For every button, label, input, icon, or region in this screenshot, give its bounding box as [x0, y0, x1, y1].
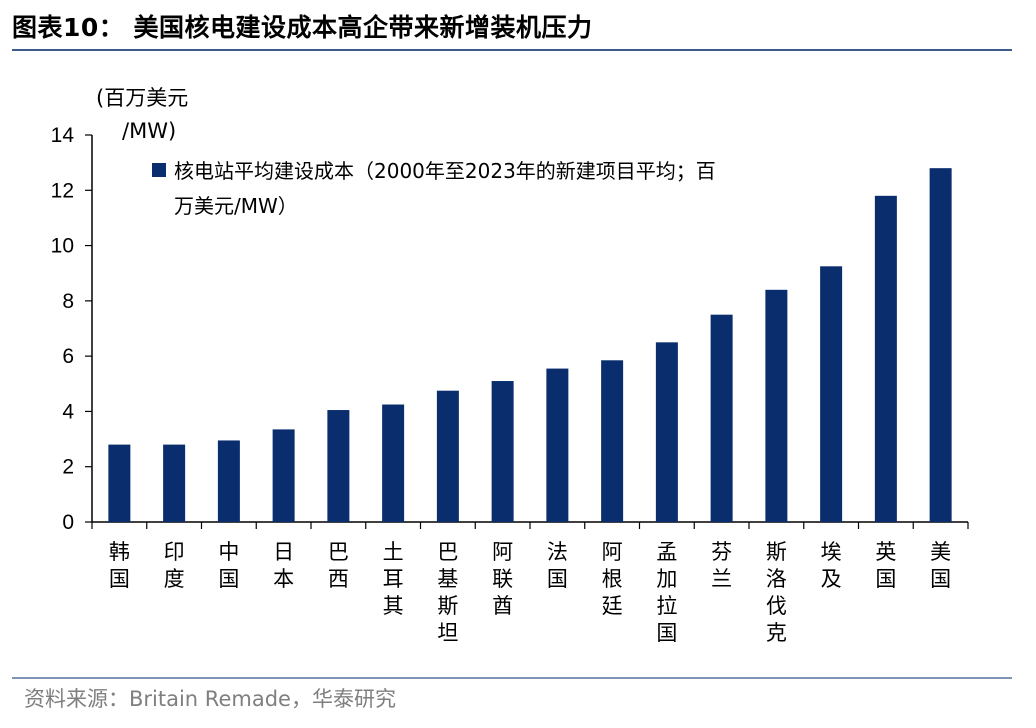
- y-tick-label: 6: [62, 345, 74, 368]
- bar: [765, 289, 788, 522]
- x-category-label: 芬兰: [711, 540, 732, 591]
- bar: [820, 266, 843, 522]
- x-category-label: 印度: [164, 540, 185, 591]
- bar: [108, 444, 131, 522]
- x-category-label: 法国: [547, 540, 568, 591]
- x-category-label: 阿根廷: [602, 540, 623, 618]
- bar: [601, 360, 624, 522]
- x-category-label: 美国: [930, 540, 951, 591]
- y-tick-label: 14: [51, 124, 75, 147]
- title-divider: [12, 49, 1012, 51]
- x-category-label: 孟加拉国: [656, 540, 677, 645]
- bar: [217, 440, 240, 522]
- x-category-label: 中国: [218, 540, 239, 591]
- bar-series: [108, 168, 952, 523]
- bar: [327, 410, 350, 522]
- y-tick-label: 0: [62, 511, 74, 534]
- bar: [272, 429, 295, 522]
- legend-label-line1: 核电站平均建设成本（2000年至2023年的新建项目平均；百: [174, 159, 716, 183]
- source-divider: [12, 677, 1012, 679]
- bar: [546, 368, 569, 522]
- x-category-label: 韩国: [109, 540, 130, 591]
- bar: [874, 195, 897, 523]
- y-tick-label: 10: [51, 235, 74, 258]
- bar: [163, 444, 186, 522]
- x-category-label: 巴西: [328, 540, 349, 591]
- y-tick-label: 12: [51, 179, 74, 202]
- legend-swatch: [152, 163, 166, 177]
- x-category-label: 阿联酋: [492, 540, 513, 618]
- y-axis-ticks: 0 2 4 6 8 10 12 14: [51, 124, 92, 534]
- x-category-label: 英国: [875, 540, 896, 591]
- x-category-label: 斯洛伐克: [766, 540, 787, 645]
- y-axis-unit-label-line2: /MW): [122, 119, 176, 143]
- x-category-label: 巴基斯坦: [437, 540, 458, 645]
- bar: [436, 390, 459, 522]
- bar: [382, 404, 405, 522]
- figure-title: 图表10： 美国核电建设成本高企带来新增装机压力: [12, 13, 593, 42]
- bar: [655, 342, 678, 522]
- source-note: 资料来源：Britain Remade，华泰研究: [24, 687, 396, 711]
- x-category-label: 日本: [273, 540, 294, 591]
- y-tick-label: 4: [62, 400, 74, 423]
- x-category-label: 土耳其: [383, 540, 404, 618]
- x-category-label: 埃及: [821, 540, 842, 591]
- bar: [929, 168, 952, 522]
- y-tick-label: 2: [62, 456, 74, 479]
- y-axis-unit-label-line1: (百万美元: [96, 86, 188, 110]
- y-tick-label: 8: [62, 290, 74, 313]
- bar: [710, 314, 733, 522]
- legend-label-line2: 万美元/MW）: [174, 194, 298, 218]
- bar: [491, 381, 514, 522]
